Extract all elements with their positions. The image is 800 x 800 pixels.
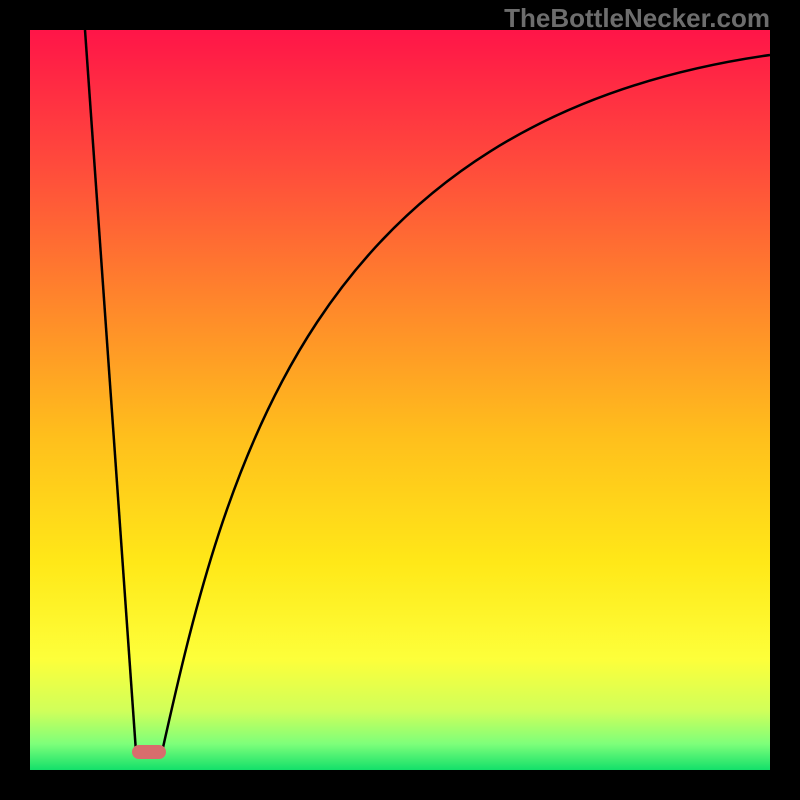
chart-root: TheBottleNecker.com bbox=[0, 0, 800, 800]
attribution-text: TheBottleNecker.com bbox=[504, 5, 770, 31]
plot-area bbox=[30, 30, 770, 770]
